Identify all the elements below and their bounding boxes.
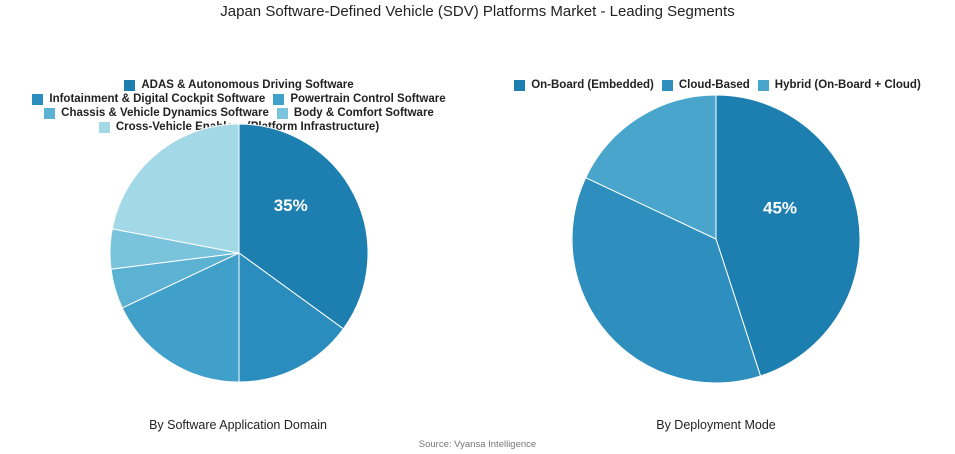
legend-swatch bbox=[124, 79, 136, 91]
legend-label: Cloud-Based bbox=[678, 79, 750, 91]
pie-data-label: 35% bbox=[274, 196, 308, 215]
legend-label: ADAS & Autonomous Driving Software bbox=[141, 79, 354, 91]
pie-slice bbox=[238, 123, 369, 330]
pie-slice bbox=[585, 94, 717, 240]
legend-label: Body & Comfort Software bbox=[293, 107, 434, 119]
legend-label: Hybrid (On-Board + Cloud) bbox=[774, 79, 921, 91]
legend-label: Infotainment & Digital Cockpit Software bbox=[49, 93, 266, 105]
legend-software-domain: ADAS & Autonomous Driving Software Infota… bbox=[0, 79, 478, 133]
legend-label: Powertrain Control Software bbox=[290, 93, 446, 105]
legend-swatch bbox=[98, 121, 110, 133]
legend-item: ADAS & Autonomous Driving Software bbox=[124, 79, 354, 91]
legend-label: On-Board (Embedded) bbox=[531, 79, 654, 91]
legend-swatch bbox=[32, 93, 44, 105]
legend-item: Powertrain Control Software bbox=[273, 93, 446, 105]
legend-item: On-Board (Embedded) bbox=[514, 79, 654, 91]
legend-item: Hybrid (On-Board + Cloud) bbox=[757, 79, 921, 91]
pie-slice bbox=[571, 177, 762, 384]
legend-swatch bbox=[757, 79, 769, 91]
pie-slice bbox=[111, 123, 240, 254]
caption-deployment-mode: By Deployment Mode bbox=[656, 418, 776, 432]
legend-swatch bbox=[514, 79, 526, 91]
pie-slice bbox=[238, 252, 345, 383]
legend-swatch bbox=[44, 107, 56, 119]
legend-deployment-mode: On-Board (Embedded) Cloud-Based Hybrid (On… bbox=[480, 79, 955, 91]
legend-swatch bbox=[273, 93, 285, 105]
source-note: Source: Vyansa Intelligence bbox=[418, 439, 537, 450]
caption-software-domain: By Software Application Domain bbox=[149, 418, 327, 432]
pie-data-label: 45% bbox=[763, 198, 797, 217]
legend-item: Body & Comfort Software bbox=[276, 107, 434, 119]
pie-slice bbox=[715, 94, 861, 377]
legend-swatch bbox=[276, 107, 288, 119]
legend-swatch bbox=[661, 79, 673, 91]
legend-label: Chassis & Vehicle Dynamics Software bbox=[61, 107, 269, 119]
chart-title: Japan Software-Defined Vehicle (SDV) Pla… bbox=[220, 3, 735, 20]
legend-item: Cloud-Based bbox=[661, 79, 750, 91]
legend-item: Infotainment & Digital Cockpit Software bbox=[32, 93, 265, 105]
legend-item: Chassis & Vehicle Dynamics Software bbox=[44, 107, 269, 119]
pie-slice bbox=[121, 252, 240, 383]
